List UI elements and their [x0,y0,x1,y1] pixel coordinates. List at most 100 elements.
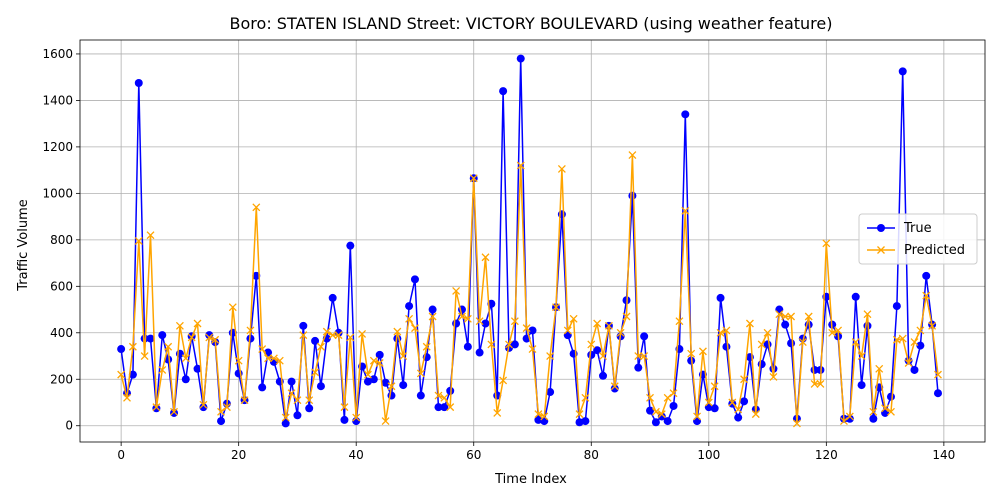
data-point [634,363,643,372]
data-point [740,375,749,384]
axis-ticks: 0 20 40 60 80 100 120 1400200400600800100012001… [42,47,955,462]
data-point [446,386,455,395]
data-point [716,328,725,337]
data-point [140,334,149,343]
data-point [205,331,214,340]
data-point [475,348,484,357]
data-point [328,331,337,340]
legend: True Predicted [858,213,978,265]
data-point [328,293,337,302]
data-point [117,345,126,354]
data-point [892,335,901,344]
data-point [587,340,596,349]
data-point [681,110,690,119]
data-point [181,354,190,363]
data-point [804,312,813,321]
legend-box [858,213,978,265]
data-point [428,305,437,314]
data-point [428,312,437,321]
data-point [481,253,490,262]
data-point [134,237,143,245]
data-point [681,206,690,215]
data-point [475,317,484,326]
data-point [669,389,678,398]
data-point [434,403,443,412]
data-point [604,321,613,330]
data-point [593,319,602,328]
y-tick-label: 1400 [42,93,73,107]
data-point [863,310,872,319]
y-tick-label: 1200 [42,140,73,154]
data-point [787,312,796,321]
x-tick-label: 0 [117,448,125,462]
data-point [440,403,449,412]
data-point [610,382,619,391]
data-point [933,389,942,398]
data-point [522,324,531,333]
data-point [922,271,931,280]
series-line-predicted [120,154,939,425]
data-point [875,364,884,373]
data-point [516,54,525,63]
data-point [316,382,325,391]
data-point [599,352,607,360]
data-point [886,392,895,401]
data-point [646,406,655,415]
data-point [346,333,355,342]
data-point [375,350,384,359]
data-point [581,417,590,426]
data-point [458,312,466,321]
data-point [152,404,161,413]
data-point [722,342,731,351]
legend-marker [877,224,885,232]
data-point [369,356,378,365]
y-tick-label: 400 [50,326,73,340]
data-point [405,302,414,311]
data-point [869,407,878,416]
data-point [316,342,325,351]
plot-border [79,39,986,443]
data-point [787,339,796,348]
data-point [552,303,560,312]
data-point [281,419,290,428]
data-point [399,352,408,360]
data-point [305,404,314,413]
data-point [240,396,249,405]
data-point [469,174,478,183]
data-point [440,393,449,402]
data-point [264,354,273,363]
data-point [170,408,179,417]
data-point [634,352,643,360]
y-tick-label: 0 [65,419,73,433]
data-point [734,405,743,414]
data-point [904,359,913,367]
data-point [663,417,672,426]
data-point [181,375,190,384]
data-point [640,332,649,341]
data-point [411,324,419,333]
legend-marker [877,246,885,254]
data-point [916,341,925,350]
data-point [117,370,126,379]
data-point [816,379,825,388]
y-tick-label: 600 [50,279,73,293]
data-point [916,326,925,335]
data-point [593,346,602,355]
data-point [358,329,367,338]
data-point [781,320,790,329]
data-point [663,393,672,402]
data-point [910,365,919,374]
data-point [258,383,267,392]
data-point [393,327,402,336]
data-point [704,398,713,407]
legend-item-true: True [867,221,932,236]
data-point [693,417,702,426]
data-point [434,391,443,400]
y-tick-label: 1000 [42,186,73,200]
x-tick-label: 80 [584,448,599,462]
data-point [193,319,202,328]
data-point [599,371,608,380]
data-point [540,412,549,421]
legend-label: True [903,221,932,236]
